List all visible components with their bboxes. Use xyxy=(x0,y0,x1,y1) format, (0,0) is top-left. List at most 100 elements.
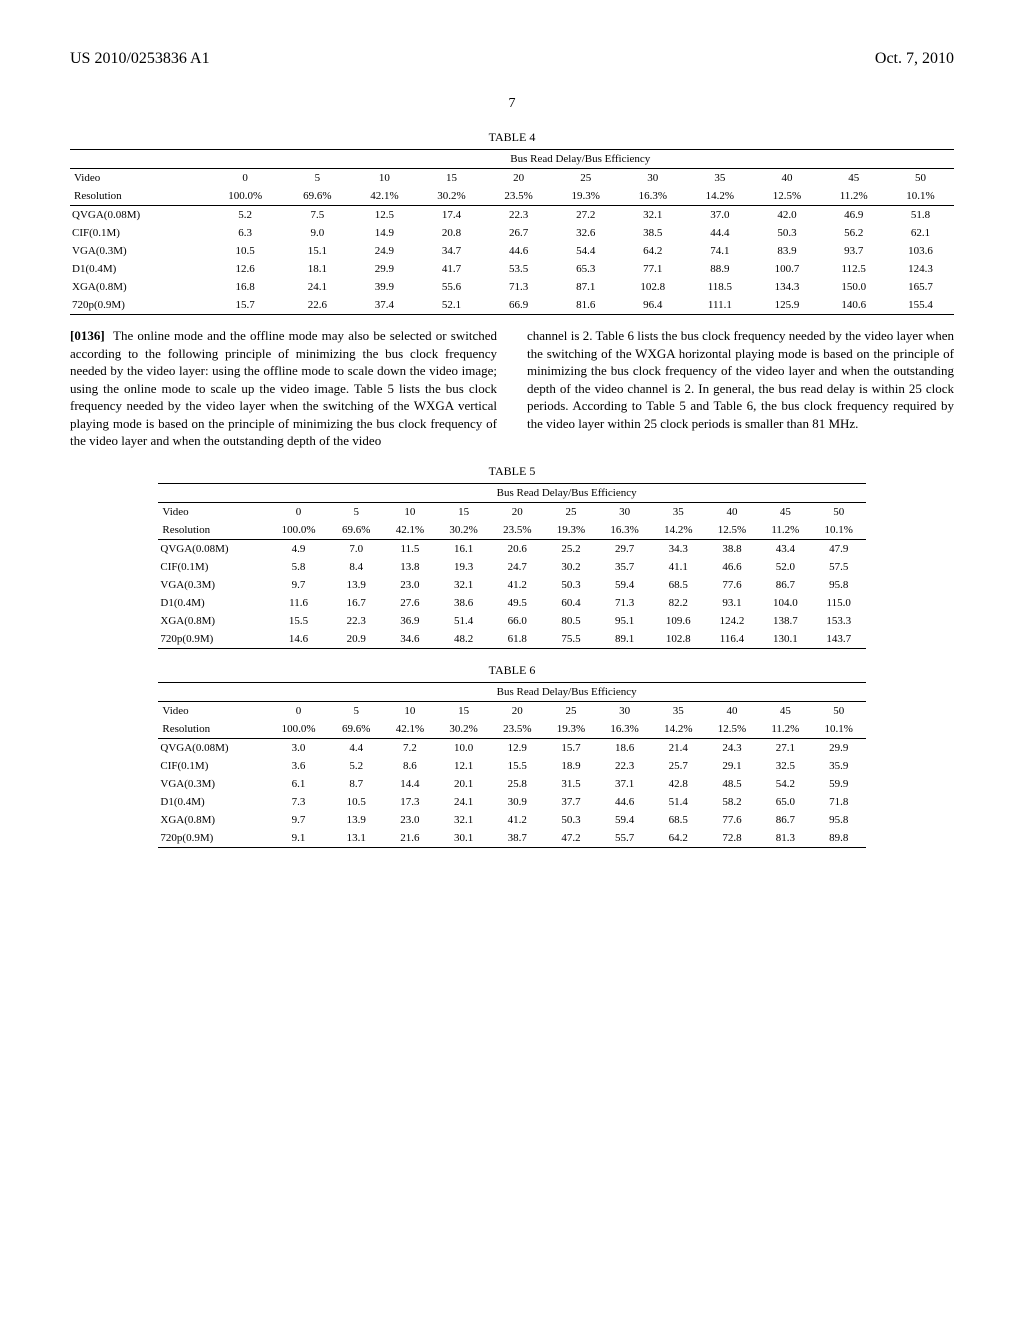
table-row: CIF(0.1M)6.39.014.920.826.732.638.544.45… xyxy=(70,224,954,242)
cell: 71.3 xyxy=(485,278,552,296)
table-row: D1(0.4M)12.618.129.941.753.565.377.188.9… xyxy=(70,260,954,278)
cell: 87.1 xyxy=(552,278,619,296)
row-label: XGA(0.8M) xyxy=(158,612,267,630)
cell: 27.1 xyxy=(759,738,812,757)
cell: 150.0 xyxy=(821,278,887,296)
cell: 8.4 xyxy=(329,558,383,576)
cell: 16.1 xyxy=(437,539,491,558)
cell: 18.1 xyxy=(284,260,351,278)
cell: 124.2 xyxy=(705,612,759,630)
cell: 102.8 xyxy=(651,630,705,649)
cell: 48.2 xyxy=(437,630,491,649)
cell: 23.0 xyxy=(383,811,437,829)
cell: 30.1 xyxy=(437,829,491,848)
table-6: Bus Read Delay/Bus Efficiency Video 0 5 … xyxy=(158,682,865,848)
cell: 125.9 xyxy=(753,296,820,315)
row-label: VGA(0.3M) xyxy=(70,242,207,260)
cell: 143.7 xyxy=(812,630,866,649)
cell: 37.1 xyxy=(598,775,652,793)
cell: 10.5 xyxy=(207,242,284,260)
cell: 29.7 xyxy=(598,539,652,558)
table-5-caption: TABLE 5 xyxy=(158,464,865,479)
cell: 10.5 xyxy=(329,793,383,811)
cell: 38.6 xyxy=(437,594,491,612)
cell: 6.1 xyxy=(268,775,330,793)
cell: 14.6 xyxy=(268,630,330,649)
cell: 52.0 xyxy=(759,558,812,576)
cell: 35.9 xyxy=(812,757,866,775)
cell: 44.6 xyxy=(485,242,552,260)
cell: 20.1 xyxy=(437,775,491,793)
table-6-wrapper: TABLE 6 Bus Read Delay/Bus Efficiency Vi… xyxy=(158,663,865,848)
table-row: VGA(0.3M)9.713.923.032.141.250.359.468.5… xyxy=(158,576,865,594)
cell: 95.8 xyxy=(812,576,866,594)
cell: 165.7 xyxy=(887,278,954,296)
cell: 37.7 xyxy=(544,793,598,811)
cell: 34.6 xyxy=(383,630,437,649)
cell: 59.9 xyxy=(812,775,866,793)
cell: 20.6 xyxy=(490,539,544,558)
cell: 38.8 xyxy=(705,539,759,558)
cell: 7.0 xyxy=(329,539,383,558)
cell: 9.7 xyxy=(268,576,330,594)
row-label: CIF(0.1M) xyxy=(70,224,207,242)
cell: 46.6 xyxy=(705,558,759,576)
cell: 41.1 xyxy=(651,558,705,576)
cell: 29.9 xyxy=(812,738,866,757)
cell: 83.9 xyxy=(753,242,820,260)
cell: 49.5 xyxy=(490,594,544,612)
cell: 18.9 xyxy=(544,757,598,775)
cell: 44.4 xyxy=(686,224,753,242)
left-text: The online mode and the offline mode may… xyxy=(70,328,497,448)
row-header-1: Video xyxy=(70,169,207,188)
cell: 4.9 xyxy=(268,539,330,558)
cell: 15.7 xyxy=(544,738,598,757)
cell: 11.6 xyxy=(268,594,330,612)
cell: 71.8 xyxy=(812,793,866,811)
cell: 115.0 xyxy=(812,594,866,612)
cell: 116.4 xyxy=(705,630,759,649)
doc-number: US 2010/0253836 A1 xyxy=(70,50,210,68)
cell: 34.7 xyxy=(418,242,485,260)
cell: 12.5 xyxy=(351,206,418,225)
cell: 74.1 xyxy=(686,242,753,260)
cell: 4.4 xyxy=(329,738,383,757)
cell: 14.9 xyxy=(351,224,418,242)
right-column: channel is 2. Table 6 lists the bus cloc… xyxy=(527,327,954,450)
cell: 18.6 xyxy=(598,738,652,757)
cell: 52.1 xyxy=(418,296,485,315)
cell: 20.8 xyxy=(418,224,485,242)
cell: 138.7 xyxy=(759,612,812,630)
cell: 54.2 xyxy=(759,775,812,793)
cell: 20.9 xyxy=(329,630,383,649)
cell: 118.5 xyxy=(686,278,753,296)
cell: 41.2 xyxy=(490,811,544,829)
cell: 80.5 xyxy=(544,612,598,630)
cell: 24.7 xyxy=(490,558,544,576)
cell: 22.3 xyxy=(329,612,383,630)
row-label: CIF(0.1M) xyxy=(158,558,267,576)
cell: 24.9 xyxy=(351,242,418,260)
row-label: 720p(0.9M) xyxy=(70,296,207,315)
table-row: CIF(0.1M)3.65.28.612.115.518.922.325.729… xyxy=(158,757,865,775)
cell: 59.4 xyxy=(598,811,652,829)
cell: 95.1 xyxy=(598,612,652,630)
table-row: 720p(0.9M)15.722.637.452.166.981.696.411… xyxy=(70,296,954,315)
table-6-caption: TABLE 6 xyxy=(158,663,865,678)
row-label: D1(0.4M) xyxy=(158,594,267,612)
cell: 41.2 xyxy=(490,576,544,594)
cell: 7.3 xyxy=(268,793,330,811)
cell: 36.9 xyxy=(383,612,437,630)
table-row: D1(0.4M)7.310.517.324.130.937.744.651.45… xyxy=(158,793,865,811)
table-4-wrapper: TABLE 4 Bus Read Delay/Bus Efficiency Vi… xyxy=(70,130,954,315)
cell: 13.9 xyxy=(329,811,383,829)
cell: 21.6 xyxy=(383,829,437,848)
cell: 37.0 xyxy=(686,206,753,225)
cell: 58.2 xyxy=(705,793,759,811)
cell: 6.3 xyxy=(207,224,284,242)
cell: 93.1 xyxy=(705,594,759,612)
cell: 27.2 xyxy=(552,206,619,225)
cell: 5.2 xyxy=(329,757,383,775)
cell: 72.8 xyxy=(705,829,759,848)
cell: 47.2 xyxy=(544,829,598,848)
